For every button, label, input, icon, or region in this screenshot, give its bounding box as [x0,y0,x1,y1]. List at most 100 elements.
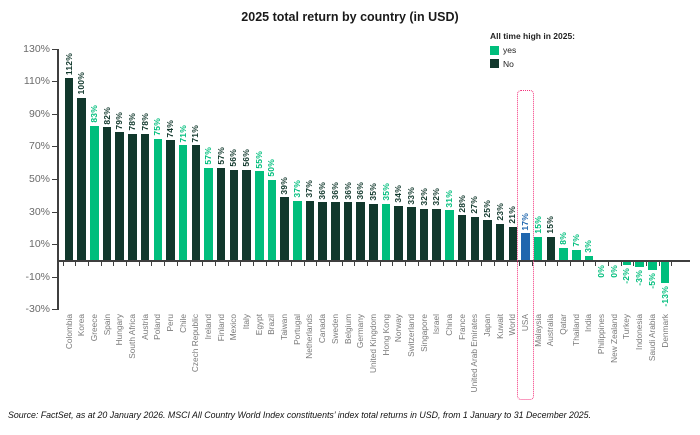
country-label: Kuwait [494,314,505,339]
x-tick [316,262,318,266]
axis-x [57,260,690,262]
country-label: China [443,314,454,336]
bar [622,262,632,266]
bar-value-label: 0% [596,265,607,278]
bar-value-label: 23% [494,202,505,221]
x-tick [379,262,381,266]
bar-value-label: 56% [241,149,252,167]
country-label: Taiwan [279,314,290,340]
bar [318,202,327,261]
legend-title: All time high in 2025: [490,31,576,41]
y-tick-label: -30% [25,303,50,316]
bar-value-label: 7% [570,233,581,247]
x-tick [544,262,546,266]
y-tick-label: 10% [28,238,50,251]
bar-value-label: 33% [405,186,416,205]
bar-value-label: 35% [380,183,391,201]
x-tick [341,262,343,266]
x-tick [75,262,77,266]
bar-value-label: 50% [266,158,277,177]
x-tick [189,262,191,266]
bar [343,202,353,261]
bar-value-label: 34% [393,184,404,203]
y-tick-label: 130% [23,42,50,55]
country-label: Mexico [228,314,239,341]
bar-value-label: 75% [152,118,163,136]
bar [254,171,264,261]
country-label: Finland [215,314,226,342]
x-tick [645,262,647,266]
bar-value-label: 32% [431,188,442,206]
bar [470,216,480,261]
y-tick-label: 30% [28,205,50,218]
bar [559,247,568,261]
x-tick [265,262,267,266]
bar [369,203,378,261]
x-tick [405,262,407,266]
bar [508,226,518,261]
bar [660,262,670,284]
legend-swatch-no [490,59,499,68]
bar-value-label: 3% [583,240,594,254]
bar-value-label: 37% [304,180,315,198]
bar-value-label: 39% [279,176,290,195]
x-tick [493,262,495,266]
bar-value-label: 37% [291,180,302,198]
x-tick [176,262,178,266]
country-label: Germany [355,314,366,349]
x-tick [354,262,356,266]
country-label: Hungary [114,314,125,346]
legend-label-no: No [503,58,514,69]
country-label: Qatar [558,314,569,335]
x-tick [481,262,483,266]
x-tick [202,262,204,266]
x-tick [671,262,673,266]
x-tick [569,262,571,266]
bar-value-label: 78% [126,113,137,131]
x-tick [328,262,330,266]
bar-value-label: 32% [418,188,429,206]
x-tick [227,262,229,266]
x-tick [151,262,153,266]
bar-value-label: 71% [190,124,201,143]
axis-y [57,49,59,310]
bar-value-label: 57% [203,147,214,166]
bar [571,249,581,261]
bar [178,145,188,261]
x-tick [252,262,254,266]
x-tick [595,262,597,266]
bar [191,145,201,261]
x-tick [607,262,609,266]
x-tick [290,262,292,266]
y-tick [52,81,57,83]
x-tick [430,262,432,266]
bar-value-label: 27% [469,196,480,214]
bar-value-label: 78% [139,113,150,131]
bar-value-label: 36% [342,181,353,200]
bar [166,140,175,261]
usa-highlight-box [517,90,535,400]
bar-value-label: 35% [367,183,378,201]
y-tick [52,48,57,50]
bar [407,207,416,261]
bar-value-label: 112% [63,53,74,76]
bar [102,127,112,261]
bar [394,205,403,261]
country-label: Brazil [266,314,277,335]
bar-value-label: 28% [456,194,467,213]
country-label: Netherlands [304,314,315,359]
x-tick [88,262,90,266]
bar-value-label: 71% [177,124,188,143]
legend: All time high in 2025: yes No [490,31,575,72]
bar [432,208,442,261]
y-tick-label: -10% [25,270,50,283]
bar-value-label: 15% [545,215,556,234]
bar [229,169,239,261]
bar-value-label: 31% [443,189,454,208]
y-tick-label: 110% [23,75,50,88]
bar [483,220,492,261]
bar-value-label: -5% [646,273,657,289]
x-tick [392,262,394,266]
x-tick [62,262,64,266]
